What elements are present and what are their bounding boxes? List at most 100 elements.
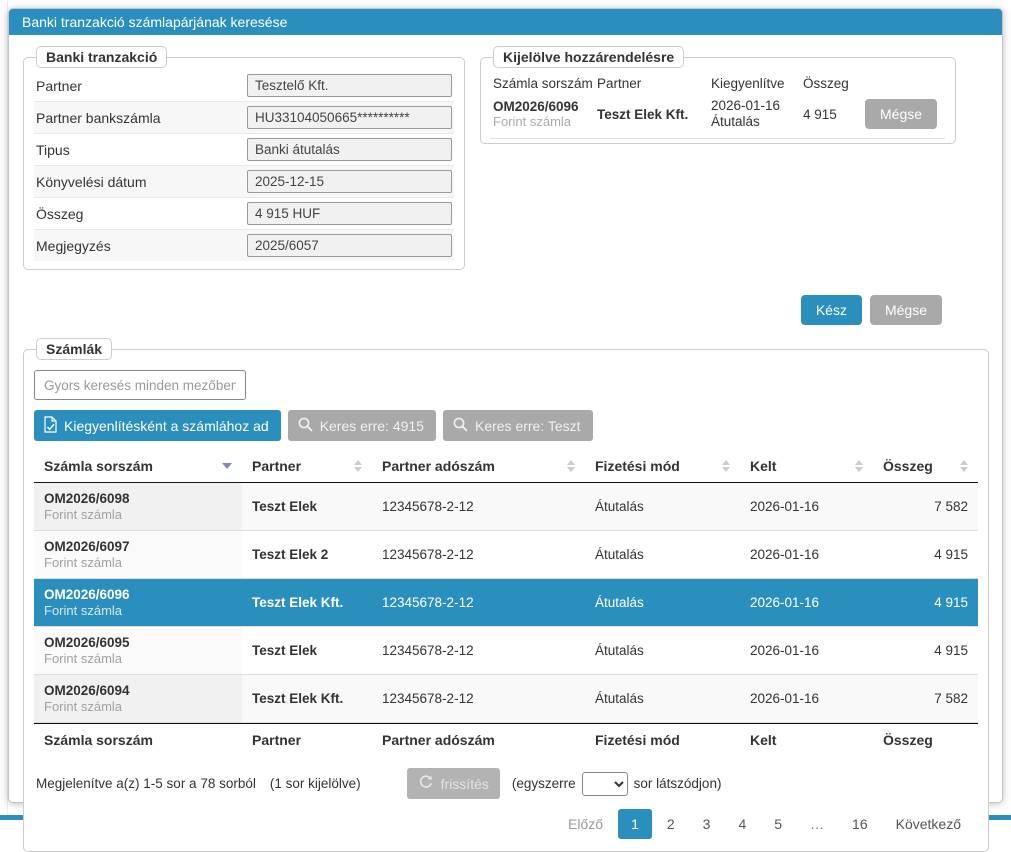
column-header-label: Kelt [750,458,777,474]
column-header-2[interactable]: Partner adószám [372,450,585,482]
search-icon [452,416,469,436]
sort-up-arrow [855,460,863,465]
column-header-5[interactable]: Összeg [873,450,978,482]
search-partner-button[interactable]: Keres erre: Teszt [442,410,593,441]
column-header-3[interactable]: Fizetési mód [585,450,740,482]
assign-to-invoice-button[interactable]: Kiegyenlítésként a számlához ad [34,410,281,441]
partner-cell: Teszt Elek Kft. [252,691,344,706]
pagination-page-4[interactable]: 4 [738,816,747,832]
footer-column-header-3: Fizetési mód [595,732,680,748]
type-field[interactable] [247,138,452,161]
bank-transaction-fieldset: Banki tranzakció Partner Partner bankszám… [23,46,465,270]
quick-search-input[interactable] [34,370,246,400]
search-partner-label: Keres erre: Teszt [474,417,581,434]
refresh-icon [418,774,434,793]
dialog-title: Banki tranzakció számlapárjának keresése [9,9,1002,35]
column-header-label: Partner [252,458,302,474]
amount-field[interactable] [247,202,452,225]
form-row-note: Megjegyzés [34,230,454,261]
partner-bank-account-field[interactable] [247,106,452,129]
bank-transaction-form: Partner Partner bankszámla Tipus Könyvelési… [34,70,454,261]
invoice-number: OM2026/6094 [44,683,130,698]
pagination-ellipsis: … [810,816,825,832]
selected-assignment-column-0: Számla sorszám [493,76,593,91]
bank-transaction-legend: Banki tranzakció [36,46,168,68]
amount-cell: 4 915 [934,595,968,610]
note-field[interactable] [247,234,452,257]
date-cell: 2026-01-16 [750,547,820,562]
invoices-table-body: OM2026/6098 Forint számla Teszt Elek 123456… [34,483,978,723]
invoices-table: Számla sorszám Partner Partner adószám Fize… [34,450,978,756]
amount-cell: 4 915 [934,643,968,658]
unassign-button[interactable]: Mégse [865,99,938,129]
sort-down-arrow [855,467,863,472]
invoice-number-cell: OM2026/6096 Forint számla [34,579,242,626]
sort-down-arrow [222,463,232,469]
column-header-4[interactable]: Kelt [740,450,873,482]
pagination-next[interactable]: Következő [895,816,961,832]
pagination-page-1[interactable]: 1 [618,809,652,839]
page-size-select[interactable] [581,771,628,796]
partner-cell: Teszt Elek [252,643,318,658]
form-row-amount: Összeg [34,198,454,230]
amount-label: Összeg [36,205,84,222]
sort-both-icon [567,460,575,472]
booking-date-field[interactable] [247,170,452,193]
search-amount-button[interactable]: Keres erre: 4915 [287,410,436,441]
table-row[interactable]: OM2026/6096 Forint számla Teszt Elek Kft. 1… [34,579,978,627]
amount-cell: 7 582 [934,499,968,514]
invoices-fieldset: Számlák Kiegyenlítésként a számlához ad [23,338,989,852]
pagination-prev[interactable]: Előző [568,816,604,832]
invoice-number-cell: OM2026/6098 Forint számla [34,483,242,530]
pagination-page-5[interactable]: 5 [774,816,783,832]
footer-column-header-5: Összeg [883,732,933,748]
invoice-number-cell: OM2026/6094 Forint számla [34,675,242,722]
tax-number-cell: 12345678-2-12 [382,595,474,610]
assign-to-invoice-label: Kiegyenlítésként a számlához ad [64,417,269,434]
column-header-0[interactable]: Számla sorszám [34,450,242,482]
selected-assignment-column-1: Partner [597,76,642,91]
sort-down-arrow [960,467,968,472]
refresh-button[interactable]: frissítés [406,768,500,799]
pagination-page-3[interactable]: 3 [702,816,711,832]
cancel-button[interactable]: Mégse [869,295,942,325]
column-header-label: Partner adószám [382,458,495,474]
column-header-1[interactable]: Partner [242,450,372,482]
selected-assignment-legend: Kijelölve hozzárendelésre [493,46,685,68]
refresh-label: frissítés [440,775,489,792]
tax-number-cell: 12345678-2-12 [382,499,474,514]
table-row[interactable]: OM2026/6097 Forint számla Teszt Elek 2 1234… [34,531,978,579]
partner-cell: Teszt Elek [252,499,318,514]
table-row[interactable]: OM2026/6095 Forint számla Teszt Elek 123456… [34,627,978,675]
partner-field[interactable] [247,74,452,97]
invoices-legend: Számlák [36,338,113,360]
invoice-type: Forint számla [44,507,123,522]
transaction-match-dialog: Banki tranzakció számlapárjának keresése… [8,8,1003,852]
search-amount-label: Keres erre: 4915 [319,417,424,434]
form-row-booking-date: Könyvelési dátum [34,166,454,198]
payment-mode-cell: Átutalás [595,595,644,610]
invoice-type: Forint számla [44,651,123,666]
column-header-label: Összeg [883,458,933,474]
table-row[interactable]: OM2026/6098 Forint számla Teszt Elek 123456… [34,483,978,531]
sort-down-arrow [567,467,575,472]
selected-assignment-column-3: Összeg [803,76,849,91]
selected-assignment-row: OM2026/6096 Forint számla Teszt Elek Kft… [491,95,946,139]
done-button[interactable]: Kész [800,295,862,325]
selected-count-info: (1 sor kijelölve) [269,776,361,791]
selected-settlement-date: 2026-01-16 [711,98,781,113]
invoice-add-icon [43,415,58,436]
selected-partner: Teszt Elek Kft. [597,106,689,122]
table-row[interactable]: OM2026/6094 Forint számla Teszt Elek Kft. 1… [34,675,978,723]
page-size-prefix: (egyszerre [511,776,576,791]
pagination-page-16[interactable]: 16 [852,816,868,832]
date-cell: 2026-01-16 [750,643,820,658]
pagination-page-2[interactable]: 2 [666,816,675,832]
note-label: Megjegyzés [36,237,111,254]
sort-both-icon [960,460,968,472]
form-row-partner: Partner [34,70,454,102]
selected-settlement-mode: Átutalás [711,114,760,129]
sort-both-icon [722,460,730,472]
sort-down-arrow [722,467,730,472]
selected-assignment-fieldset: Kijelölve hozzárendelésre Számla sorszám… [480,46,957,144]
